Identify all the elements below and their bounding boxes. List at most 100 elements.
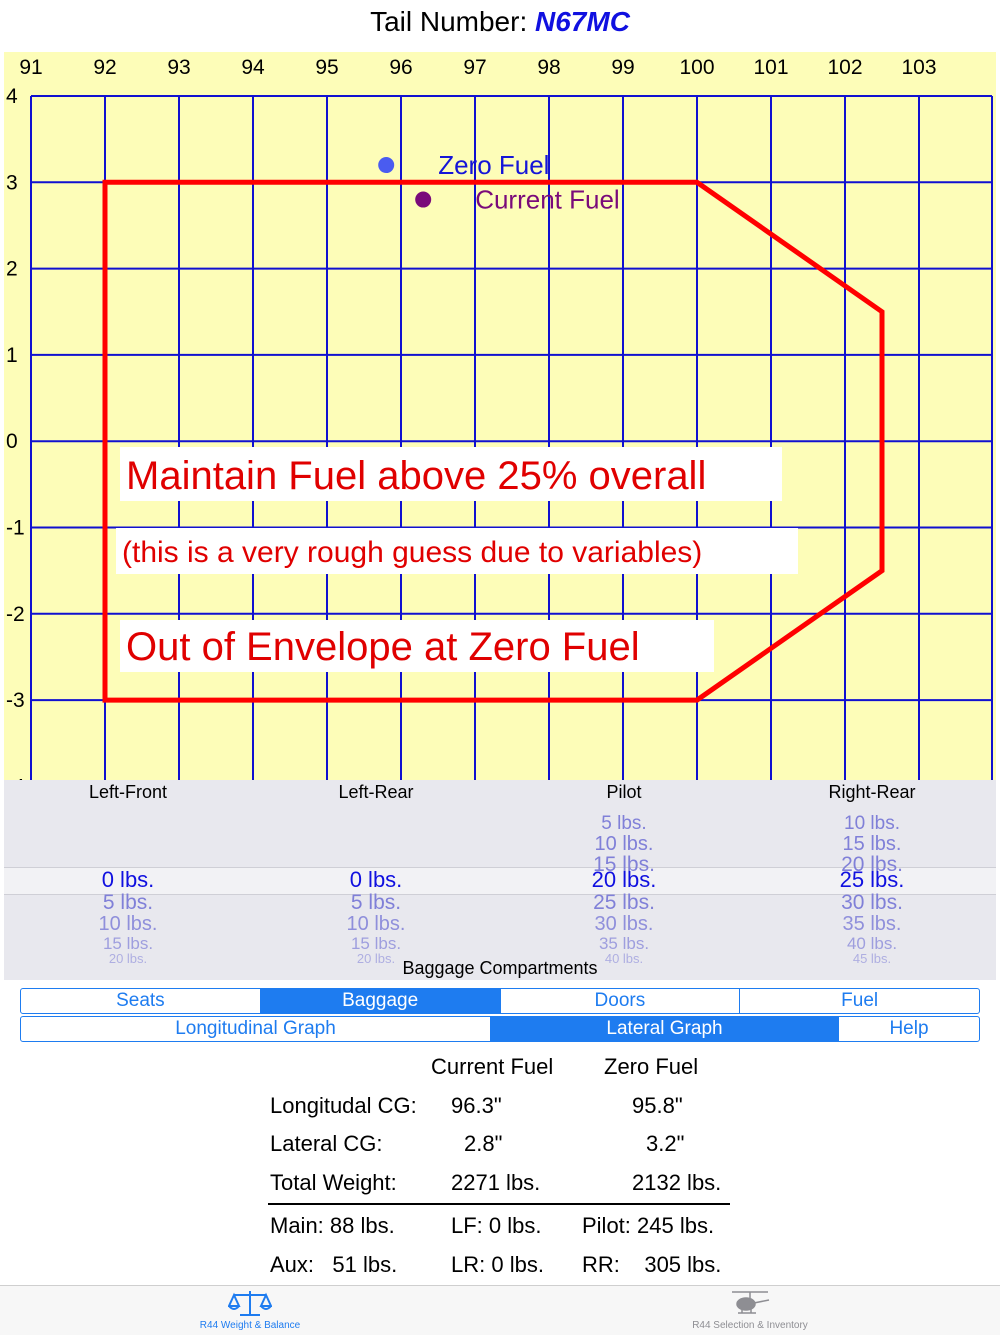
picker-left-front[interactable]: Left-Front 0 lbs. 5 lbs. 10 lbs. 15 lbs. 20 l…	[13, 780, 243, 980]
tab-selection-inventory[interactable]: R44 Selection & Inventory	[600, 1286, 900, 1335]
x-tick-label: 94	[241, 56, 265, 79]
picker-option[interactable]: 10 lbs.	[594, 833, 654, 855]
picker-selected-value[interactable]: 0 lbs.	[349, 867, 403, 892]
x-tick-label: 101	[753, 56, 788, 79]
tab-selection-inventory-label: R44 Selection & Inventory	[692, 1320, 808, 1331]
y-tick-label: 1	[6, 344, 18, 367]
picker-option[interactable]: 35 lbs.	[842, 913, 902, 935]
picker-option[interactable]: 15 lbs.	[842, 833, 902, 855]
x-tick-label: 91	[19, 56, 42, 79]
section-segmented-control: Seats Baggage Doors Fuel	[20, 988, 980, 1014]
stats-divider	[268, 1203, 730, 1205]
segment-help[interactable]: Help	[838, 1017, 979, 1041]
annotation-rough-guess: (this is a very rough guess due to varia…	[122, 536, 702, 569]
point-zero-fuel	[378, 157, 395, 174]
segment-longitudinal-graph[interactable]: Longitudinal Graph	[175, 1018, 336, 1039]
annotation-rough-guess-bg	[116, 528, 798, 574]
picker-option[interactable]: 10 lbs.	[844, 813, 900, 834]
segment-lateral-graph[interactable]: Lateral Graph	[490, 1017, 838, 1041]
label-total-weight: Total Weight:	[270, 1170, 397, 1195]
header-current-fuel: Current Fuel	[431, 1054, 554, 1079]
annotation-maintain-fuel-bg	[120, 447, 782, 501]
picker-option[interactable]: 15 lbs.	[350, 934, 402, 953]
y-tick-label: 4	[6, 85, 18, 108]
picker-header: Right-Rear	[828, 782, 916, 802]
weight-lr: LR: 0 lbs.	[451, 1252, 544, 1277]
value-total-weight-current: 2271 lbs.	[451, 1170, 541, 1195]
picker-option[interactable]: 20 lbs.	[841, 853, 903, 876]
picker-selected-value[interactable]: 25 lbs.	[839, 867, 905, 892]
y-tick-label: 0	[6, 430, 18, 453]
segment-doors[interactable]: Doors	[499, 989, 740, 1013]
weight-lf: LF: 0 lbs.	[451, 1213, 542, 1238]
picker-option[interactable]: 20 lbs.	[108, 951, 148, 966]
segment-baggage[interactable]: Baggage	[259, 989, 500, 1013]
y-tick-label: -3	[6, 689, 25, 712]
point-current-fuel	[415, 191, 432, 208]
y-tick-label: -2	[6, 603, 25, 626]
picker-option[interactable]: 40 lbs.	[846, 934, 898, 953]
picker-selected-value[interactable]: 0 lbs.	[101, 867, 155, 892]
picker-option[interactable]: 15 lbs.	[593, 853, 655, 876]
picker-header: Pilot	[606, 782, 642, 802]
value-longitudinal-cg-zero: 95.8"	[632, 1093, 683, 1118]
x-tick-label: 97	[463, 56, 486, 79]
picker-option[interactable]: 45 lbs.	[852, 951, 892, 966]
picker-option[interactable]: 15 lbs.	[102, 934, 154, 953]
tab-bar: R44 Weight & Balance R44 Selection & Inv…	[0, 1285, 1000, 1335]
picker-pilot[interactable]: Pilot 5 lbs. 10 lbs. 15 lbs. 20 lbs. 25 lbs. 3…	[509, 780, 739, 980]
tail-number-prefix: Tail Number:	[370, 6, 535, 37]
tab-weight-balance[interactable]: R44 Weight & Balance	[100, 1286, 400, 1335]
lateral-cg-graph: 91 92 93 94 95 96 97 98 99 100 101 102 103 4 3 2 1 0 -1 -2 -…	[4, 52, 996, 780]
tail-number: N67MC	[535, 6, 630, 37]
segment-fuel[interactable]: Fuel	[739, 989, 979, 1013]
value-lateral-cg-zero: 3.2"	[646, 1131, 685, 1156]
picker-option[interactable]: 10 lbs.	[346, 913, 406, 935]
value-total-weight-zero: 2132 lbs.	[632, 1170, 722, 1195]
x-tick-label: 98	[537, 56, 560, 79]
picker-option[interactable]: 30 lbs.	[841, 891, 903, 914]
picker-selected-value[interactable]: 20 lbs.	[591, 867, 657, 892]
y-tick-label: 3	[6, 171, 18, 194]
x-tick-label: 100	[679, 56, 714, 79]
page-title: Tail Number: N67MC	[0, 6, 1000, 38]
x-tick-label: 99	[611, 56, 634, 79]
segment-seats[interactable]: Seats	[116, 990, 165, 1011]
picker-left-rear[interactable]: Left-Rear 0 lbs. 5 lbs. 10 lbs. 15 lbs. 20 lb…	[261, 780, 491, 980]
x-tick-label: 103	[901, 56, 936, 79]
picker-option[interactable]: 40 lbs.	[604, 951, 644, 966]
point-label-current-fuel: Current Fuel	[475, 185, 620, 215]
annotation-out-of-envelope: Out of Envelope at Zero Fuel	[126, 625, 640, 669]
annotation-out-of-envelope-bg	[120, 620, 714, 672]
graph-canvas: 91 92 93 94 95 96 97 98 99 100 101 102 103 4 3 2 1 0 -1 -2 -…	[6, 56, 993, 780]
picker-right-rear[interactable]: Right-Rear 10 lbs. 15 lbs. 20 lbs. 25 lbs. 30…	[757, 780, 987, 980]
baggage-pickers: Left-Front 0 lbs. 5 lbs. 10 lbs. 15 lbs. 20 l…	[4, 780, 996, 980]
picker-option[interactable]: 5 lbs.	[102, 891, 154, 914]
weight-pilot: Pilot: 245 lbs.	[582, 1213, 715, 1238]
point-label-zero-fuel: Zero Fuel	[438, 150, 549, 180]
picker-option[interactable]: 35 lbs.	[598, 934, 650, 953]
picker-option[interactable]: 30 lbs.	[594, 913, 654, 935]
picker-option[interactable]: 20 lbs.	[356, 951, 396, 966]
picker-selection-band	[4, 867, 996, 895]
picker-option[interactable]: 10 lbs.	[98, 913, 158, 935]
picker-header: Left-Rear	[338, 782, 414, 802]
picker-option[interactable]: 5 lbs.	[601, 813, 647, 834]
x-tick-label: 92	[93, 56, 116, 79]
x-tick-label: 93	[167, 56, 190, 79]
cg-envelope	[102, 179, 885, 703]
weight-main: Main: 88 lbs.	[270, 1213, 395, 1238]
y-tick-label: 2	[6, 258, 18, 281]
scale-icon	[228, 1291, 272, 1316]
x-tick-label: 102	[827, 56, 862, 79]
value-lateral-cg-current: 2.8"	[464, 1131, 503, 1156]
picker-header: Left-Front	[88, 782, 168, 802]
value-longitudinal-cg-current: 96.3"	[451, 1093, 502, 1118]
y-tick-label: -4	[6, 775, 25, 780]
tab-weight-balance-label: R44 Weight & Balance	[199, 1320, 301, 1331]
label-longitudinal-cg: Longitudal CG:	[270, 1093, 417, 1118]
picker-option[interactable]: 5 lbs.	[350, 891, 402, 914]
baggage-title: Baggage Compartments	[402, 958, 598, 978]
label-lateral-cg: Lateral CG:	[270, 1131, 383, 1156]
picker-option[interactable]: 25 lbs.	[593, 891, 655, 914]
